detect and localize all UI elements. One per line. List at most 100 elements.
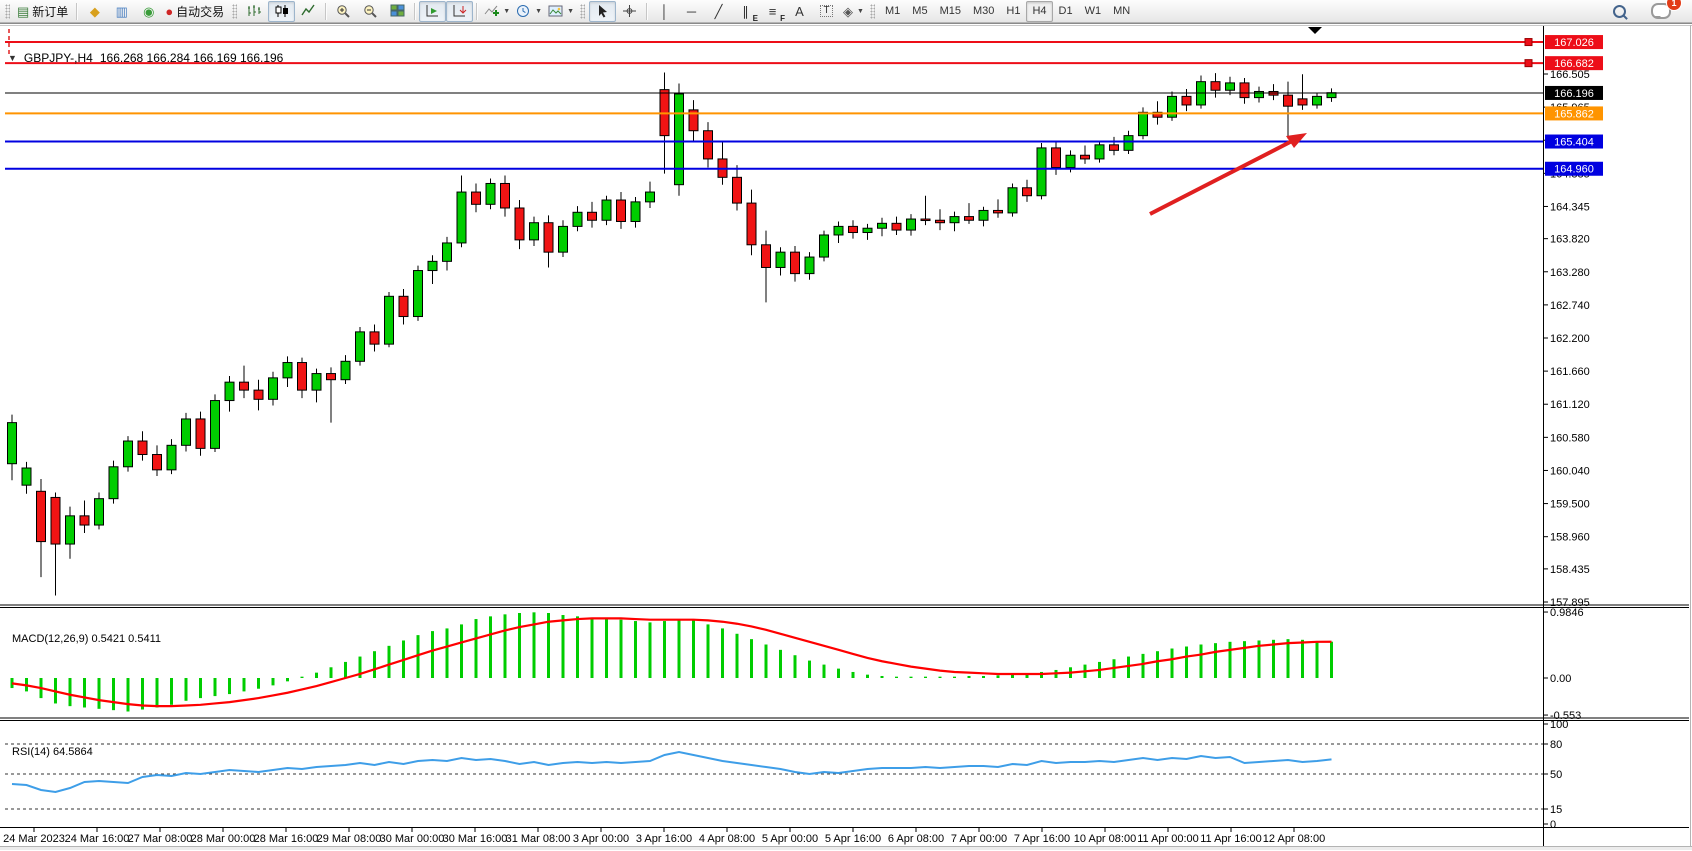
dropdown-caret-icon[interactable]: ▼ (857, 7, 864, 15)
new-order-button[interactable]: ▤ 新订单 (14, 1, 73, 22)
macd-histogram-bar (1141, 653, 1145, 678)
zoom-in-button[interactable] (330, 1, 357, 22)
bearish-candle (1109, 144, 1119, 151)
line-chart-button[interactable] (295, 1, 322, 22)
line-handle[interactable] (1524, 59, 1533, 68)
macd-histogram-bar (692, 620, 695, 678)
bearish-candle (369, 331, 380, 345)
auto-scroll-button[interactable] (419, 0, 447, 22)
bullish-candle (1007, 187, 1018, 214)
chart-window: ▼ GBPJPY-,H4 166.268 166.284 166.169 166… (0, 23, 1692, 851)
window-bottom-edge (0, 846, 1692, 850)
bearish-candle (848, 225, 858, 234)
price-tick-label: 164.345 (1550, 201, 1590, 213)
dropdown-caret-icon[interactable]: ▼ (535, 7, 543, 15)
strategy-tester-button[interactable]: ◉ (135, 1, 162, 22)
timeframe-label: H1 (1006, 5, 1021, 17)
symbol-dropdown-icon[interactable]: ▼ (8, 53, 17, 63)
macd-histogram-bar (648, 622, 652, 678)
macd-histogram-bar (271, 678, 275, 686)
bullish-candle (65, 515, 75, 545)
arrows-button[interactable]: ◈ ▼ (840, 1, 867, 22)
macd-histogram-bar (155, 678, 159, 708)
tile-windows-button[interactable] (384, 1, 411, 22)
price-badge (1545, 56, 1603, 71)
price-tick-label: 160.040 (1550, 465, 1590, 477)
rsi-scale-label: 50 (1550, 769, 1562, 781)
timeframe-m15[interactable]: M15 (934, 1, 967, 22)
bullish-candle (181, 418, 191, 446)
macd-histogram-bar (663, 621, 666, 678)
text-label-button[interactable]: T (813, 1, 840, 22)
bearish-candle (500, 182, 510, 209)
bullish-candle (833, 225, 844, 236)
text-button[interactable]: A (786, 1, 813, 22)
bars-icon (247, 4, 262, 18)
trend-arrow-head[interactable] (1286, 133, 1307, 148)
vertical-line-button[interactable]: │ (651, 1, 678, 22)
macd-histogram-bar (170, 678, 173, 705)
vertical-line-button-icon: │ (660, 3, 669, 19)
price-badge (1545, 161, 1603, 176)
autotrading-button[interactable]: ● 自动交易 (162, 1, 229, 22)
clock-icon (516, 4, 531, 18)
timeframe-m1[interactable]: M1 (879, 1, 906, 22)
templates-button[interactable]: ▼ (545, 1, 577, 22)
toolbar-separator (476, 2, 479, 20)
terminal-button[interactable]: ▥ (108, 1, 135, 22)
cursor-button[interactable] (589, 0, 616, 22)
bar-chart-button[interactable] (241, 1, 268, 22)
text-label-button-icon: T (820, 5, 833, 17)
price-tick-label: 163.280 (1550, 267, 1590, 279)
timeframe-w1[interactable]: W1 (1079, 1, 1108, 22)
fibonacci-button-icon: ≡ (768, 3, 777, 19)
price-scale[interactable]: 166.505165.965165.425164.885164.345163.8… (1543, 35, 1603, 831)
chart-shift-button[interactable] (446, 0, 474, 22)
trendline-button[interactable]: ╱ (705, 1, 732, 22)
bearish-candle (253, 389, 264, 400)
timeframe-h4[interactable]: H4 (1026, 0, 1053, 22)
horizontal-level-lines[interactable] (5, 38, 1543, 170)
panel-borders (0, 25, 1692, 846)
line-handle[interactable] (1524, 38, 1533, 47)
dropdown-caret-icon[interactable]: ▼ (567, 7, 574, 15)
crosshair-button[interactable] (616, 1, 643, 22)
tiles-icon (390, 4, 405, 18)
timeframe-m30[interactable]: M30 (967, 1, 1000, 22)
indicators-button[interactable]: ▼ (481, 1, 513, 22)
macd-histogram-bar (706, 624, 710, 678)
chart-shift-marker-icon[interactable] (1308, 27, 1322, 34)
annotations[interactable] (8, 27, 1322, 216)
dropdown-caret-icon[interactable]: ▼ (503, 7, 511, 15)
price-tick-label: 158.435 (1550, 564, 1590, 576)
macd-histogram-bar (126, 678, 130, 712)
equidistant-channel-button[interactable]: ∥ E (732, 1, 759, 23)
timeframe-h1[interactable]: H1 (1000, 1, 1026, 22)
time-tick-label: 5 Apr 00:00 (762, 833, 818, 845)
bullish-candle (268, 377, 278, 400)
search-button[interactable] (1606, 1, 1633, 22)
zoom-out-button[interactable] (357, 1, 384, 22)
trend-arrow[interactable] (1149, 138, 1295, 216)
macd-histogram-bar (329, 667, 333, 678)
bullish-candle (413, 270, 423, 318)
price-tick-label: 161.120 (1550, 399, 1590, 411)
chart-canvas[interactable]: 166.505165.965165.425164.885164.345163.8… (0, 24, 1692, 851)
periods-button[interactable]: ▼ (513, 1, 545, 22)
candlestick-chart-button[interactable] (268, 0, 296, 22)
price-tick-label: 158.960 (1550, 532, 1590, 544)
macd-histogram-bar (503, 614, 507, 678)
chart-profile-button[interactable]: ◆ (81, 1, 108, 22)
candles-icon (274, 4, 289, 18)
trendline-button-icon: ╱ (714, 3, 723, 19)
notifications-button[interactable]: 1 (1647, 0, 1682, 22)
bullish-candle (1123, 135, 1134, 151)
timeframe-m5[interactable]: M5 (906, 1, 933, 22)
macd-histogram-bar (315, 672, 318, 678)
macd-histogram-bar (1127, 656, 1130, 678)
horizontal-line-button[interactable]: ─ (678, 1, 705, 22)
timeframe-mn[interactable]: MN (1107, 1, 1136, 22)
timeframe-d1[interactable]: D1 (1053, 1, 1079, 22)
fibonacci-button[interactable]: ≡ F (759, 1, 786, 23)
